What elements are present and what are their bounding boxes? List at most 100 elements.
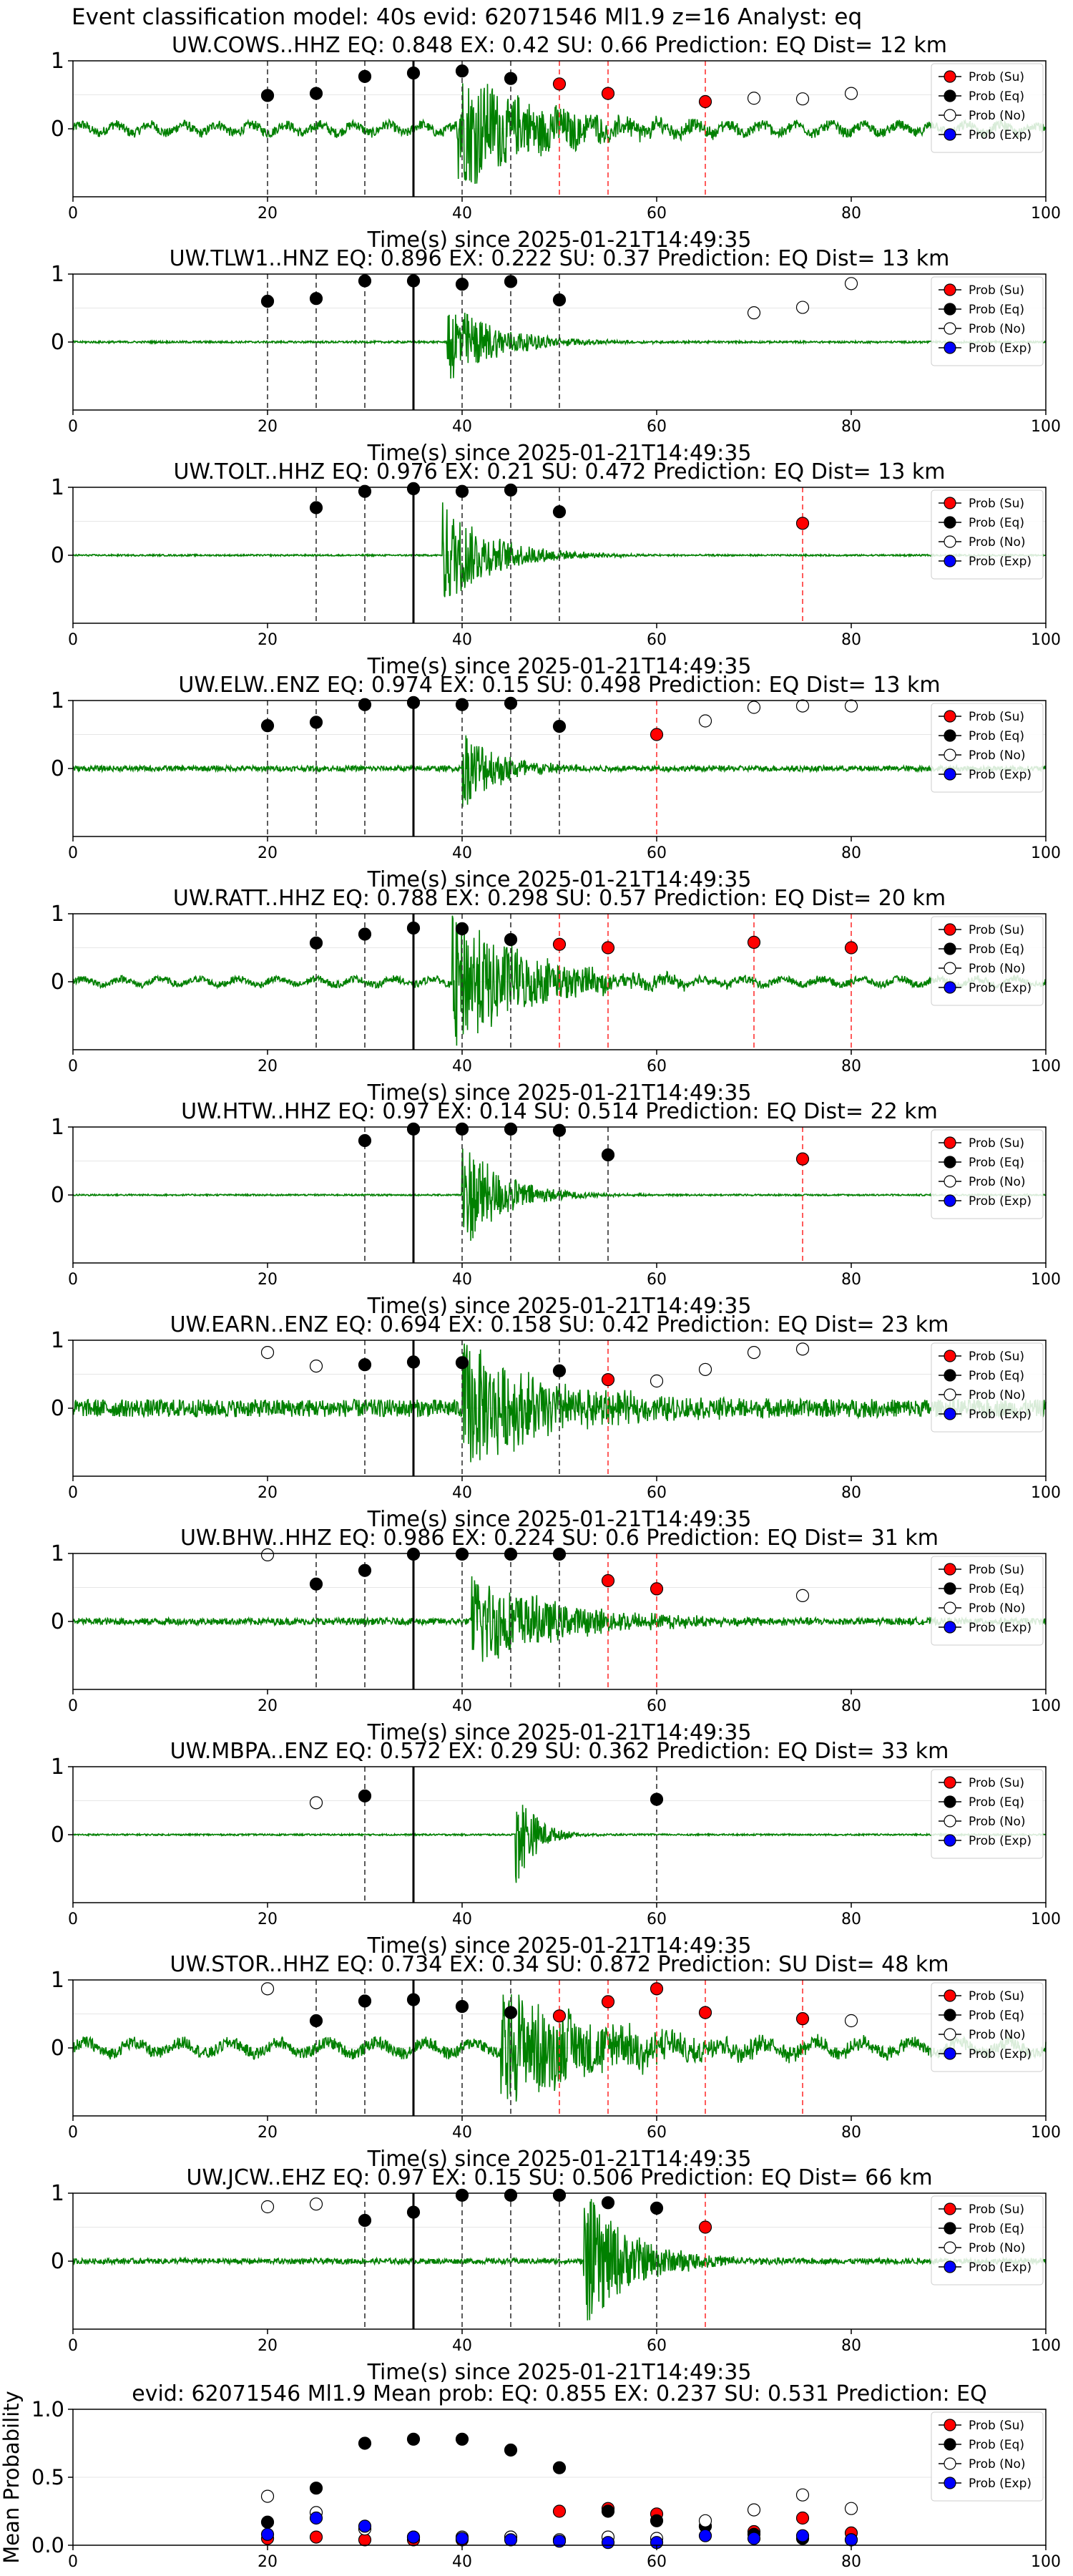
point-eq xyxy=(504,696,518,710)
point-no xyxy=(795,2488,810,2502)
point-eq xyxy=(601,2504,615,2518)
point-su xyxy=(650,1582,664,1596)
x-tick-label: 20 xyxy=(258,2337,278,2355)
point-no xyxy=(260,2489,275,2503)
point-no xyxy=(844,2014,858,2028)
legend-marker-exp xyxy=(944,1407,956,1420)
point-no xyxy=(698,2514,712,2527)
point-eq xyxy=(406,1993,421,2006)
x-axis-label: Time(s) since 2025-01-21T14:49:35 xyxy=(367,867,752,892)
x-tick-label: 0 xyxy=(68,2337,78,2355)
y-tick-label: 1 xyxy=(51,1968,64,1993)
point-su xyxy=(552,2504,567,2518)
x-tick-label: 100 xyxy=(1031,2337,1061,2355)
point-eq xyxy=(455,278,469,291)
point-eq xyxy=(309,87,323,100)
legend-box xyxy=(931,1129,1044,1219)
x-tick-label: 20 xyxy=(258,1697,278,1715)
legend-marker-eq xyxy=(944,729,956,742)
legend-marker-su xyxy=(944,1136,956,1149)
legend-marker-no xyxy=(944,1175,956,1188)
x-tick-label: 40 xyxy=(452,1271,472,1289)
point-eq xyxy=(552,2461,567,2474)
x-tick-label: 0 xyxy=(68,2124,78,2142)
point-no xyxy=(795,1589,810,1602)
point-eq xyxy=(455,1122,469,1136)
panel-title: UW.STOR..HHZ EQ: 0.734 EX: 0.34 SU: 0.87… xyxy=(170,1952,949,1977)
point-su xyxy=(795,2012,810,2026)
legend-marker-no xyxy=(944,748,956,761)
x-tick-label: 80 xyxy=(841,631,861,649)
panel-title: UW.COWS..HHZ EQ: 0.848 EX: 0.42 SU: 0.66… xyxy=(172,33,947,58)
y-tick-label: 0.0 xyxy=(31,2533,64,2557)
x-tick-label: 80 xyxy=(841,1911,861,1928)
y-tick-label: 0 xyxy=(51,330,64,355)
legend-marker-exp xyxy=(944,128,956,141)
legend-marker-su xyxy=(944,710,956,723)
legend-label-no: Prob (No) xyxy=(969,1815,1026,1829)
point-exp xyxy=(309,2511,323,2525)
legend-marker-eq xyxy=(944,1795,956,1808)
point-eq xyxy=(260,294,275,308)
x-tick-label: 20 xyxy=(258,1911,278,1928)
legend: Prob (Su) Prob (Eq) Prob (No) Prob (Exp) xyxy=(931,703,1044,793)
point-eq xyxy=(260,719,275,733)
legend-marker-eq xyxy=(944,1582,956,1595)
y-tick-label: 0 xyxy=(51,1609,64,1634)
point-su xyxy=(698,94,712,109)
legend: Prob (Su) Prob (Eq) Prob (No) Prob (Exp) xyxy=(931,2195,1044,2285)
y-tick-label: 0 xyxy=(51,1183,64,1208)
legend-marker-su xyxy=(944,1989,956,2002)
point-eq xyxy=(260,89,275,102)
y-tick-label: 1 xyxy=(51,49,64,74)
legend-box xyxy=(931,276,1044,366)
point-eq xyxy=(601,2196,615,2210)
legend-label-eq: Prob (Eq) xyxy=(969,1582,1024,1596)
x-tick-label: 80 xyxy=(841,1484,861,1502)
legend-label-no: Prob (No) xyxy=(969,1388,1026,1402)
point-no xyxy=(795,699,810,713)
x-axis-label: Time(s) since 2025-01-21T14:49:35 xyxy=(367,2147,752,2172)
legend-box xyxy=(931,63,1044,153)
legend-label-eq: Prob (Eq) xyxy=(969,516,1024,530)
legend-label-su: Prob (Su) xyxy=(969,70,1024,84)
point-su xyxy=(795,517,810,530)
legend-label-no: Prob (No) xyxy=(969,2457,1026,2472)
legend-marker-no xyxy=(944,2028,956,2041)
x-tick-label: 40 xyxy=(452,631,472,649)
x-tick-label: 0 xyxy=(68,1911,78,1928)
point-su xyxy=(552,77,567,91)
y-tick-label: 0.5 xyxy=(31,2465,64,2489)
point-no xyxy=(747,306,761,320)
legend-box xyxy=(931,916,1044,1006)
point-eq xyxy=(358,1133,372,1148)
x-tick-label: 80 xyxy=(841,2553,861,2571)
x-axis-label: Time(s) since 2025-01-21T14:49:35 xyxy=(367,654,752,679)
legend-label-no: Prob (No) xyxy=(969,962,1026,976)
point-eq xyxy=(358,274,372,288)
point-eq xyxy=(406,2432,421,2446)
legend-label-exp: Prob (Exp) xyxy=(969,555,1032,569)
x-tick-label: 40 xyxy=(452,2337,472,2355)
point-eq xyxy=(455,2432,469,2446)
x-tick-label: 40 xyxy=(452,2553,472,2571)
point-exp xyxy=(552,2534,567,2548)
point-eq xyxy=(358,698,372,711)
x-tick-label: 100 xyxy=(1031,631,1061,649)
legend-marker-su xyxy=(944,2419,956,2431)
legend-label-eq: Prob (Eq) xyxy=(969,2438,1024,2452)
legend: Prob (Su) Prob (Eq) Prob (No) Prob (Exp) xyxy=(931,1342,1044,1433)
panel-title: evid: 62071546 Ml1.9 Mean prob: EQ: 0.85… xyxy=(132,2381,986,2406)
legend-box xyxy=(931,2195,1044,2285)
point-eq xyxy=(552,1364,567,1377)
legend-marker-su xyxy=(944,70,956,83)
x-tick-label: 20 xyxy=(258,1484,278,1502)
legend-label-eq: Prob (Eq) xyxy=(969,729,1024,743)
legend-label-su: Prob (Su) xyxy=(969,1776,1024,1790)
legend-label-su: Prob (Su) xyxy=(969,1563,1024,1577)
legend-marker-no xyxy=(944,962,956,975)
legend-label-exp: Prob (Exp) xyxy=(969,1621,1032,1635)
y-tick-label: 1 xyxy=(51,262,64,287)
legend-label-exp: Prob (Exp) xyxy=(969,341,1032,356)
legend-marker-no xyxy=(944,2241,956,2254)
